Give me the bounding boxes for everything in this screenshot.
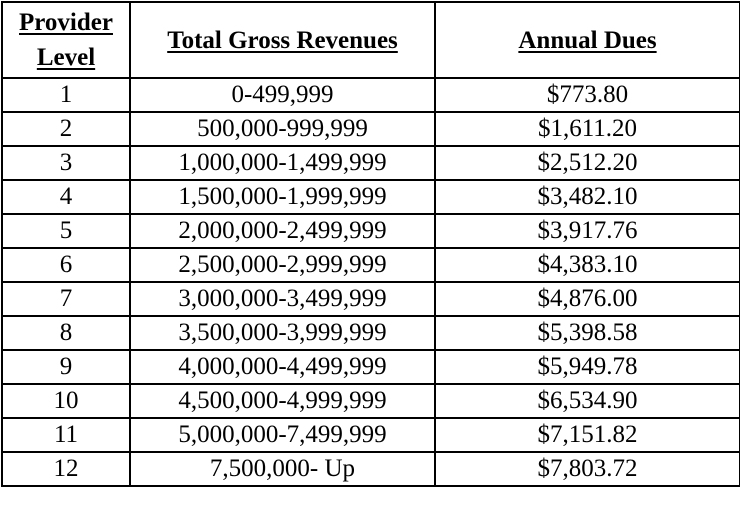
- table-row: 1 0-499,999 $773.80: [1, 77, 740, 113]
- dues-table: Provider Level Total Gross Revenues Annu…: [1, 1, 740, 487]
- revenue-range-cell: 3,000,000-3,499,999: [129, 281, 436, 317]
- table-row: 10 4,500,000-4,999,999 $6,534.90: [1, 383, 740, 419]
- revenue-range-cell: 0-499,999: [129, 77, 436, 113]
- header-total-gross-revenues: Total Gross Revenues: [129, 1, 436, 79]
- provider-level-cell: 5: [1, 213, 131, 249]
- header-annual-dues: Annual Dues: [434, 1, 740, 79]
- provider-level-cell: 8: [1, 315, 131, 351]
- table-row: 2 500,000-999,999 $1,611.20: [1, 111, 740, 147]
- table-row: 9 4,000,000-4,499,999 $5,949.78: [1, 349, 740, 385]
- provider-level-cell: 10: [1, 383, 131, 419]
- provider-level-cell: 7: [1, 281, 131, 317]
- table-row: 11 5,000,000-7,499,999 $7,151.82: [1, 417, 740, 453]
- annual-dues-cell: $1,611.20: [434, 111, 740, 147]
- annual-dues-cell: $773.80: [434, 77, 740, 113]
- revenue-range-cell: 2,500,000-2,999,999: [129, 247, 436, 283]
- annual-dues-cell: $4,876.00: [434, 281, 740, 317]
- provider-level-cell: 12: [1, 451, 131, 487]
- annual-dues-cell: $4,383.10: [434, 247, 740, 283]
- provider-level-cell: 1: [1, 77, 131, 113]
- annual-dues-cell: $7,803.72: [434, 451, 740, 487]
- header-provider-level-line2: Level: [36, 44, 96, 71]
- annual-dues-cell: $3,917.76: [434, 213, 740, 249]
- header-provider-level-line1: Provider: [19, 9, 113, 36]
- revenue-range-cell: 4,500,000-4,999,999: [129, 383, 436, 419]
- header-provider-level: Provider Level: [1, 1, 131, 79]
- table-row: 6 2,500,000-2,999,999 $4,383.10: [1, 247, 740, 283]
- revenue-range-cell: 5,000,000-7,499,999: [129, 417, 436, 453]
- provider-level-cell: 11: [1, 417, 131, 453]
- header-row: Provider Level Total Gross Revenues Annu…: [1, 1, 740, 79]
- revenue-range-cell: 4,000,000-4,499,999: [129, 349, 436, 385]
- revenue-range-cell: 7,500,000- Up: [129, 451, 436, 487]
- revenue-range-cell: 2,000,000-2,499,999: [129, 213, 436, 249]
- provider-level-cell: 2: [1, 111, 131, 147]
- revenue-range-cell: 3,500,000-3,999,999: [129, 315, 436, 351]
- annual-dues-cell: $3,482.10: [434, 179, 740, 215]
- annual-dues-cell: $2,512.20: [434, 145, 740, 181]
- table-row: 5 2,000,000-2,499,999 $3,917.76: [1, 213, 740, 249]
- annual-dues-cell: $5,398.58: [434, 315, 740, 351]
- table-row: 7 3,000,000-3,499,999 $4,876.00: [1, 281, 740, 317]
- revenue-range-cell: 500,000-999,999: [129, 111, 436, 147]
- table-row: 8 3,500,000-3,999,999 $5,398.58: [1, 315, 740, 351]
- provider-level-cell: 9: [1, 349, 131, 385]
- annual-dues-cell: $5,949.78: [434, 349, 740, 385]
- revenue-range-cell: 1,000,000-1,499,999: [129, 145, 436, 181]
- annual-dues-cell: $7,151.82: [434, 417, 740, 453]
- table-row: 12 7,500,000- Up $7,803.72: [1, 451, 740, 487]
- annual-dues-cell: $6,534.90: [434, 383, 740, 419]
- provider-level-cell: 4: [1, 179, 131, 215]
- revenue-range-cell: 1,500,000-1,999,999: [129, 179, 436, 215]
- provider-level-cell: 6: [1, 247, 131, 283]
- table-row: 4 1,500,000-1,999,999 $3,482.10: [1, 179, 740, 215]
- table-row: 3 1,000,000-1,499,999 $2,512.20: [1, 145, 740, 181]
- provider-level-cell: 3: [1, 145, 131, 181]
